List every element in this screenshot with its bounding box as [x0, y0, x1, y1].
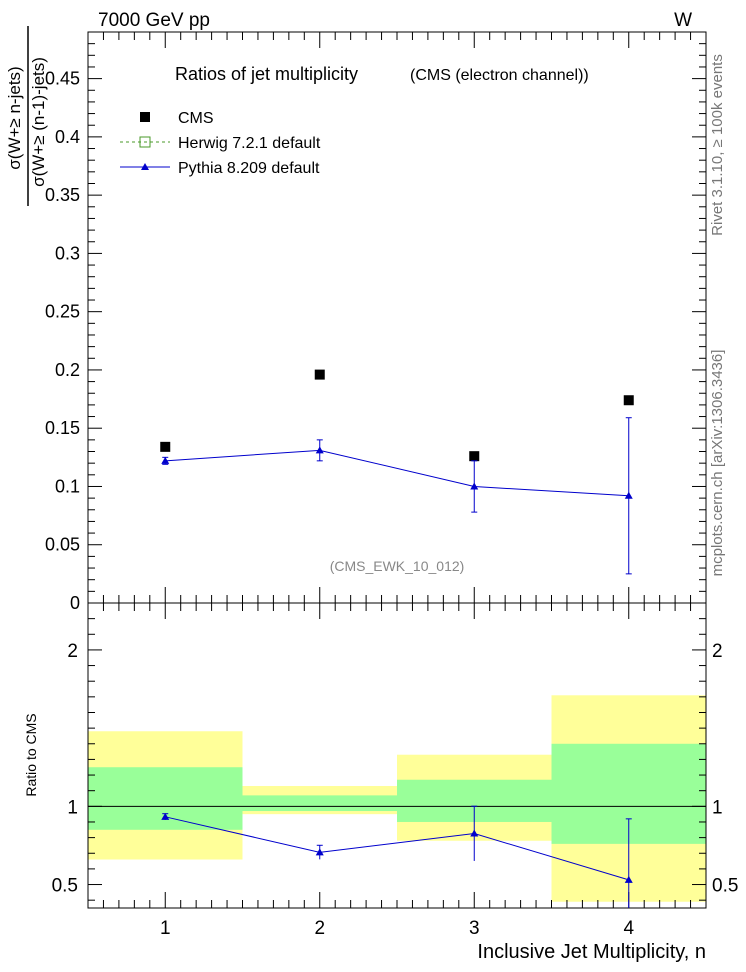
- uncertainty-bands: [88, 695, 706, 902]
- main-y-tick-label: 0.15: [45, 418, 80, 438]
- pythia-ratio-point: [624, 875, 633, 883]
- cms-data-point: [160, 441, 171, 452]
- y-label-denominator: σ(W+≥ (n-1)-jets): [29, 57, 48, 187]
- ratio-panel: 0.5 0.5 1 1 2 2 1 2 3 4 Ratio to CMS Inclusive J…: [23, 602, 738, 963]
- main-y-tick-label: 0.25: [45, 302, 80, 322]
- x-axis-label: Inclusive Jet Multiplicity, n: [477, 941, 706, 963]
- legend-entry-label: CMS: [178, 110, 214, 127]
- main-y-tick-label: 0: [70, 593, 80, 613]
- pythia-line: [165, 449, 629, 497]
- rivet-version-label: Rivet 3.1.10, ≥ 100k events: [709, 54, 726, 236]
- legend-cms-marker: [140, 112, 150, 122]
- analysis-id-label: (CMS_EWK_10_012): [330, 558, 465, 574]
- ratio-y-axis-label: Ratio to CMS: [23, 713, 39, 796]
- pythia-data-point: [315, 446, 324, 454]
- ratio-y-tick-label: 2: [67, 641, 78, 662]
- green-uncertainty-band: [242, 795, 397, 812]
- x-tick-label: 2: [314, 918, 325, 939]
- main-data-series: [160, 369, 634, 575]
- green-uncertainty-band: [88, 767, 243, 830]
- legend-entry-label: Herwig 7.2.1 default: [178, 135, 321, 152]
- ratio-y-tick-label-right: 1: [712, 797, 723, 818]
- legend-pythia-marker: [141, 163, 149, 170]
- cms-data-point: [469, 451, 480, 462]
- pythia-data-point: [470, 482, 479, 490]
- ratio-y-tick-label-right: 2: [712, 641, 723, 662]
- main-y-tick-label: 0.4: [55, 127, 80, 147]
- header-energy-label: 7000 GeV pp: [98, 10, 210, 31]
- ratio-y-axis: 0.5 0.5 1 1 2 2: [52, 618, 738, 901]
- main-y-tick-label: 0.1: [55, 476, 80, 496]
- pythia-ratio-point: [315, 848, 324, 856]
- x-tick-label: 4: [623, 918, 634, 939]
- legend: CMS Herwig 7.2.1 default Pythia 8.209 defa…: [120, 110, 321, 177]
- main-y-tick-label: 0.05: [45, 535, 80, 555]
- ratio-y-tick-label: 1: [67, 797, 78, 818]
- header-process-label: W: [674, 10, 692, 31]
- legend-entry-label: Pythia 8.209 default: [178, 160, 320, 177]
- main-panel: 0 0.05 0.1 0.15 0.2 0.25 0.3 0.35 0.4 0.45 Ratios…: [5, 26, 707, 613]
- main-y-tick-label: 0.35: [45, 185, 80, 205]
- main-y-axis: 0 0.05 0.1 0.15 0.2 0.25 0.3 0.35 0.4 0.45: [45, 31, 706, 613]
- ratio-data-series: [161, 805, 633, 908]
- main-x-ticks: [87, 32, 707, 603]
- main-y-tick-label: 0.3: [55, 243, 80, 263]
- x-tick-label: 1: [160, 918, 171, 939]
- x-tick-label: 3: [469, 918, 480, 939]
- pythia-ratio-point: [161, 812, 170, 820]
- cms-data-point: [623, 395, 634, 406]
- ratio-y-tick-label-right: 0.5: [712, 876, 738, 897]
- pythia-ratio-line: [165, 816, 629, 881]
- main-y-tick-label: 0.2: [55, 360, 80, 380]
- y-label-numerator: σ(W+≥ n-jets): [5, 66, 24, 169]
- legend-herwig-marker: [139, 136, 151, 148]
- plot-subtitle: (CMS (electron channel)): [410, 67, 589, 84]
- plot-title: Ratios of jet multiplicity: [175, 64, 358, 84]
- pythia-ratio-point: [470, 829, 479, 837]
- ratio-y-tick-label: 0.5: [52, 876, 78, 897]
- mcplots-source-label: mcplots.cern.ch [arXiv:1306.3436]: [709, 350, 726, 577]
- pythia-data-point: [161, 456, 170, 464]
- cms-data-point: [314, 369, 325, 380]
- main-y-tick-label: 0.45: [45, 69, 80, 89]
- main-y-axis-label: σ(W+≥ n-jets) σ(W+≥ (n-1)-jets): [5, 26, 48, 206]
- pythia-data-point: [624, 491, 633, 499]
